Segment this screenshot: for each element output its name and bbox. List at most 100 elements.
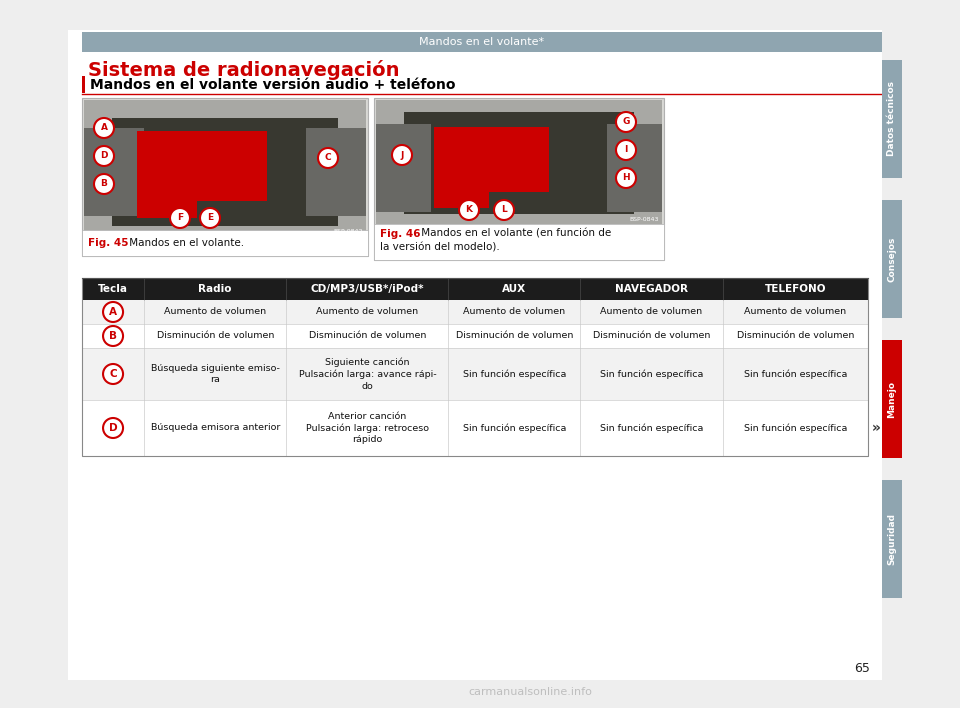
Text: Manejo: Manejo [887, 380, 897, 418]
Bar [82, 348, 868, 400]
Bar [68, 30, 882, 680]
Bar [374, 224, 664, 260]
Circle shape [616, 168, 636, 188]
Text: L: L [501, 205, 507, 215]
Bar [112, 118, 338, 226]
Circle shape [94, 174, 114, 194]
Text: Sistema de radionavegación: Sistema de radionavegación [88, 60, 399, 80]
Circle shape [200, 208, 220, 228]
Text: Disminución de volumen: Disminución de volumen [156, 331, 274, 341]
Text: G: G [622, 118, 630, 127]
Text: Siguiente canción
Pulsación larga: avance rápi-
do: Siguiente canción Pulsación larga: avanc… [299, 358, 436, 391]
Text: Disminución de volumen: Disminución de volumen [456, 331, 573, 341]
Bar [434, 190, 489, 208]
Text: D: D [108, 423, 117, 433]
Text: C: C [324, 154, 331, 163]
Text: Sin función específica: Sin función específica [600, 370, 703, 379]
Bar [82, 278, 868, 300]
Bar [376, 100, 662, 224]
Bar [84, 100, 366, 236]
Circle shape [494, 200, 514, 220]
Circle shape [103, 364, 123, 384]
Text: Mandos en el volante versión audio + teléfono: Mandos en el volante versión audio + tel… [90, 78, 455, 92]
Bar [434, 127, 549, 192]
Text: C: C [109, 369, 117, 379]
Bar [82, 32, 882, 52]
Bar [82, 300, 868, 324]
Bar [137, 198, 197, 218]
Bar [882, 60, 902, 178]
Bar [404, 112, 634, 214]
Text: D: D [100, 152, 108, 161]
Text: Aumento de volumen: Aumento de volumen [464, 307, 565, 316]
Circle shape [392, 145, 412, 165]
Text: Sin función específica: Sin función específica [744, 423, 847, 433]
Text: 65: 65 [854, 661, 870, 675]
Circle shape [94, 118, 114, 138]
Text: Aumento de volumen: Aumento de volumen [600, 307, 703, 316]
Text: Disminución de volumen: Disminución de volumen [736, 331, 854, 341]
Text: CD/MP3/USB*/iPod*: CD/MP3/USB*/iPod* [311, 284, 424, 294]
Circle shape [616, 140, 636, 160]
Circle shape [103, 326, 123, 346]
Bar [882, 340, 902, 458]
Text: Sin función específica: Sin función específica [463, 423, 566, 433]
Text: F: F [177, 214, 183, 222]
Bar [376, 124, 431, 212]
Circle shape [103, 302, 123, 322]
Text: BSP-0843: BSP-0843 [630, 217, 659, 222]
Circle shape [459, 200, 479, 220]
Text: AUX: AUX [502, 284, 526, 294]
Bar [137, 131, 267, 201]
Text: H: H [622, 173, 630, 183]
Text: TELEFONO: TELEFONO [764, 284, 826, 294]
Bar [306, 128, 366, 216]
Bar [882, 30, 960, 680]
Text: Tecla: Tecla [98, 284, 128, 294]
Circle shape [170, 208, 190, 228]
Text: Búsqueda emisora anterior: Búsqueda emisora anterior [151, 423, 280, 433]
Bar [82, 230, 368, 256]
Text: NAVEGADOR: NAVEGADOR [615, 284, 688, 294]
Circle shape [94, 146, 114, 166]
Text: Sin función específica: Sin función específica [600, 423, 703, 433]
Text: A: A [109, 307, 117, 317]
Bar [607, 124, 662, 212]
Text: carmanualsonline.info: carmanualsonline.info [468, 687, 592, 697]
Text: Seguridad: Seguridad [887, 513, 897, 565]
Text: Radio: Radio [199, 284, 232, 294]
Text: Datos técnicos: Datos técnicos [887, 81, 897, 156]
Text: Mandos en el volante*: Mandos en el volante* [420, 37, 544, 47]
Text: J: J [400, 151, 404, 159]
Text: Sin función específica: Sin función específica [463, 370, 566, 379]
Text: Sin función específica: Sin función específica [744, 370, 847, 379]
Bar [84, 128, 144, 216]
Text: Disminución de volumen: Disminución de volumen [592, 331, 710, 341]
Circle shape [616, 112, 636, 132]
Text: BSP-0842: BSP-0842 [333, 229, 363, 234]
Text: A: A [101, 123, 108, 132]
Text: Fig. 45: Fig. 45 [88, 238, 129, 248]
Text: Aumento de volumen: Aumento de volumen [744, 307, 847, 316]
Text: B: B [109, 331, 117, 341]
Text: »: » [872, 421, 881, 435]
Text: Mandos en el volante (en función de: Mandos en el volante (en función de [418, 229, 612, 239]
Text: K: K [466, 205, 472, 215]
Bar [882, 200, 902, 318]
Bar [374, 98, 664, 260]
Bar [882, 480, 902, 598]
Text: Aumento de volumen: Aumento de volumen [316, 307, 419, 316]
Text: Anterior canción
Pulsación larga: retroceso
rápido: Anterior canción Pulsación larga: retroc… [306, 412, 429, 445]
Bar [82, 400, 868, 456]
Text: Fig. 46: Fig. 46 [380, 229, 420, 239]
Circle shape [318, 148, 338, 168]
Bar [82, 76, 85, 93]
Bar [82, 98, 368, 256]
Circle shape [103, 418, 123, 438]
Text: Búsqueda siguiente emiso-
ra: Búsqueda siguiente emiso- ra [151, 364, 279, 384]
Text: I: I [624, 146, 628, 154]
Bar [82, 324, 868, 348]
Bar [82, 278, 868, 456]
Text: B: B [101, 180, 108, 188]
Text: E: E [207, 214, 213, 222]
